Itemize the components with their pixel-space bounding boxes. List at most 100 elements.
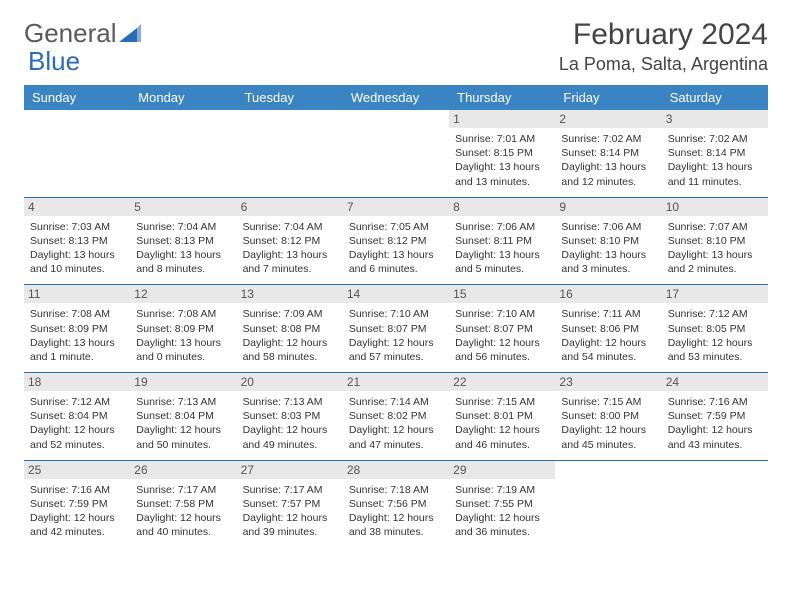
sunrise-text: Sunrise: 7:05 AM xyxy=(349,220,443,234)
day-cell: 15Sunrise: 7:10 AMSunset: 8:07 PMDayligh… xyxy=(449,285,555,372)
sunrise-text: Sunrise: 7:03 AM xyxy=(30,220,124,234)
day-cell: 9Sunrise: 7:06 AMSunset: 8:10 PMDaylight… xyxy=(555,198,661,285)
day-number: 23 xyxy=(555,373,661,391)
daylight-text: Daylight: 12 hours xyxy=(136,423,230,437)
sunrise-text: Sunrise: 7:11 AM xyxy=(561,307,655,321)
day-cell: 23Sunrise: 7:15 AMSunset: 8:00 PMDayligh… xyxy=(555,373,661,460)
day-number: 22 xyxy=(449,373,555,391)
day-number: 28 xyxy=(343,461,449,479)
day-number: 14 xyxy=(343,285,449,303)
sunset-text: Sunset: 8:13 PM xyxy=(136,234,230,248)
day-cell: 1Sunrise: 7:01 AMSunset: 8:15 PMDaylight… xyxy=(449,110,555,197)
day-cell xyxy=(555,461,661,548)
day-header: Thursday xyxy=(449,85,555,110)
day-cell: 12Sunrise: 7:08 AMSunset: 8:09 PMDayligh… xyxy=(130,285,236,372)
day-number: 21 xyxy=(343,373,449,391)
daylight-text-2: and 7 minutes. xyxy=(243,262,337,276)
sunrise-text: Sunrise: 7:16 AM xyxy=(668,395,762,409)
sunset-text: Sunset: 8:12 PM xyxy=(349,234,443,248)
sunset-text: Sunset: 8:04 PM xyxy=(30,409,124,423)
sunrise-text: Sunrise: 7:08 AM xyxy=(30,307,124,321)
daylight-text-2: and 11 minutes. xyxy=(668,175,762,189)
day-number: 15 xyxy=(449,285,555,303)
sunrise-text: Sunrise: 7:16 AM xyxy=(30,483,124,497)
daylight-text-2: and 12 minutes. xyxy=(561,175,655,189)
sunrise-text: Sunrise: 7:13 AM xyxy=(243,395,337,409)
sunset-text: Sunset: 8:10 PM xyxy=(561,234,655,248)
day-cell: 18Sunrise: 7:12 AMSunset: 8:04 PMDayligh… xyxy=(24,373,130,460)
week-row: 25Sunrise: 7:16 AMSunset: 7:59 PMDayligh… xyxy=(24,461,768,548)
daylight-text-2: and 52 minutes. xyxy=(30,438,124,452)
day-number: 26 xyxy=(130,461,236,479)
sunrise-text: Sunrise: 7:02 AM xyxy=(668,132,762,146)
sun-info: Sunrise: 7:12 AMSunset: 8:05 PMDaylight:… xyxy=(668,307,762,364)
day-number: 25 xyxy=(24,461,130,479)
daylight-text-2: and 53 minutes. xyxy=(668,350,762,364)
daylight-text-2: and 49 minutes. xyxy=(243,438,337,452)
sun-info: Sunrise: 7:14 AMSunset: 8:02 PMDaylight:… xyxy=(349,395,443,452)
day-cell xyxy=(237,110,343,197)
sunset-text: Sunset: 8:13 PM xyxy=(30,234,124,248)
sunset-text: Sunset: 8:14 PM xyxy=(561,146,655,160)
title-block: February 2024 La Poma, Salta, Argentina xyxy=(559,18,768,75)
day-cell: 4Sunrise: 7:03 AMSunset: 8:13 PMDaylight… xyxy=(24,198,130,285)
sun-info: Sunrise: 7:12 AMSunset: 8:04 PMDaylight:… xyxy=(30,395,124,452)
sunset-text: Sunset: 8:02 PM xyxy=(349,409,443,423)
daylight-text: Daylight: 12 hours xyxy=(243,336,337,350)
sunset-text: Sunset: 7:58 PM xyxy=(136,497,230,511)
day-cell: 3Sunrise: 7:02 AMSunset: 8:14 PMDaylight… xyxy=(662,110,768,197)
sunset-text: Sunset: 8:04 PM xyxy=(136,409,230,423)
daylight-text: Daylight: 13 hours xyxy=(668,160,762,174)
day-number: 6 xyxy=(237,198,343,216)
sunset-text: Sunset: 8:05 PM xyxy=(668,322,762,336)
sunset-text: Sunset: 7:57 PM xyxy=(243,497,337,511)
daylight-text: Daylight: 13 hours xyxy=(30,248,124,262)
sunset-text: Sunset: 8:03 PM xyxy=(243,409,337,423)
sunset-text: Sunset: 8:07 PM xyxy=(455,322,549,336)
sun-info: Sunrise: 7:05 AMSunset: 8:12 PMDaylight:… xyxy=(349,220,443,277)
daylight-text-2: and 39 minutes. xyxy=(243,525,337,539)
sun-info: Sunrise: 7:16 AMSunset: 7:59 PMDaylight:… xyxy=(668,395,762,452)
day-header: Wednesday xyxy=(343,85,449,110)
week-row: 11Sunrise: 7:08 AMSunset: 8:09 PMDayligh… xyxy=(24,285,768,373)
sun-info: Sunrise: 7:04 AMSunset: 8:13 PMDaylight:… xyxy=(136,220,230,277)
sunset-text: Sunset: 8:06 PM xyxy=(561,322,655,336)
sunrise-text: Sunrise: 7:18 AM xyxy=(349,483,443,497)
daylight-text: Daylight: 13 hours xyxy=(561,160,655,174)
daylight-text: Daylight: 13 hours xyxy=(455,248,549,262)
sunset-text: Sunset: 7:56 PM xyxy=(349,497,443,511)
sunrise-text: Sunrise: 7:17 AM xyxy=(243,483,337,497)
sun-info: Sunrise: 7:02 AMSunset: 8:14 PMDaylight:… xyxy=(561,132,655,189)
month-title: February 2024 xyxy=(559,18,768,52)
triangle-icon xyxy=(119,18,143,49)
daylight-text-2: and 57 minutes. xyxy=(349,350,443,364)
sun-info: Sunrise: 7:15 AMSunset: 8:01 PMDaylight:… xyxy=(455,395,549,452)
sunrise-text: Sunrise: 7:06 AM xyxy=(455,220,549,234)
sunset-text: Sunset: 8:14 PM xyxy=(668,146,762,160)
day-number: 16 xyxy=(555,285,661,303)
daylight-text-2: and 45 minutes. xyxy=(561,438,655,452)
sunset-text: Sunset: 8:12 PM xyxy=(243,234,337,248)
daylight-text: Daylight: 13 hours xyxy=(136,248,230,262)
daylight-text: Daylight: 12 hours xyxy=(349,336,443,350)
day-number: 19 xyxy=(130,373,236,391)
day-number: 20 xyxy=(237,373,343,391)
sun-info: Sunrise: 7:04 AMSunset: 8:12 PMDaylight:… xyxy=(243,220,337,277)
daylight-text-2: and 38 minutes. xyxy=(349,525,443,539)
sunset-text: Sunset: 8:00 PM xyxy=(561,409,655,423)
daylight-text: Daylight: 12 hours xyxy=(668,336,762,350)
day-cell xyxy=(24,110,130,197)
day-cell xyxy=(343,110,449,197)
sun-info: Sunrise: 7:06 AMSunset: 8:10 PMDaylight:… xyxy=(561,220,655,277)
daylight-text-2: and 46 minutes. xyxy=(455,438,549,452)
daylight-text: Daylight: 13 hours xyxy=(349,248,443,262)
daylight-text-2: and 36 minutes. xyxy=(455,525,549,539)
daylight-text: Daylight: 12 hours xyxy=(30,423,124,437)
day-cell xyxy=(130,110,236,197)
sunset-text: Sunset: 8:15 PM xyxy=(455,146,549,160)
sunrise-text: Sunrise: 7:14 AM xyxy=(349,395,443,409)
logo-text-blue: Blue xyxy=(28,46,80,77)
day-header: Tuesday xyxy=(237,85,343,110)
daylight-text: Daylight: 13 hours xyxy=(136,336,230,350)
day-cell: 14Sunrise: 7:10 AMSunset: 8:07 PMDayligh… xyxy=(343,285,449,372)
